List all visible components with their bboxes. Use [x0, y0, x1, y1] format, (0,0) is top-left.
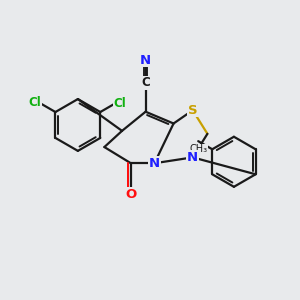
Text: S: S: [188, 104, 197, 117]
Text: C: C: [141, 76, 150, 89]
Text: N: N: [140, 54, 151, 67]
Text: CH₃: CH₃: [189, 144, 207, 154]
Text: O: O: [125, 188, 136, 201]
Text: Cl: Cl: [114, 98, 127, 110]
Text: N: N: [149, 157, 160, 170]
Text: Cl: Cl: [28, 96, 41, 109]
Text: N: N: [187, 151, 198, 164]
